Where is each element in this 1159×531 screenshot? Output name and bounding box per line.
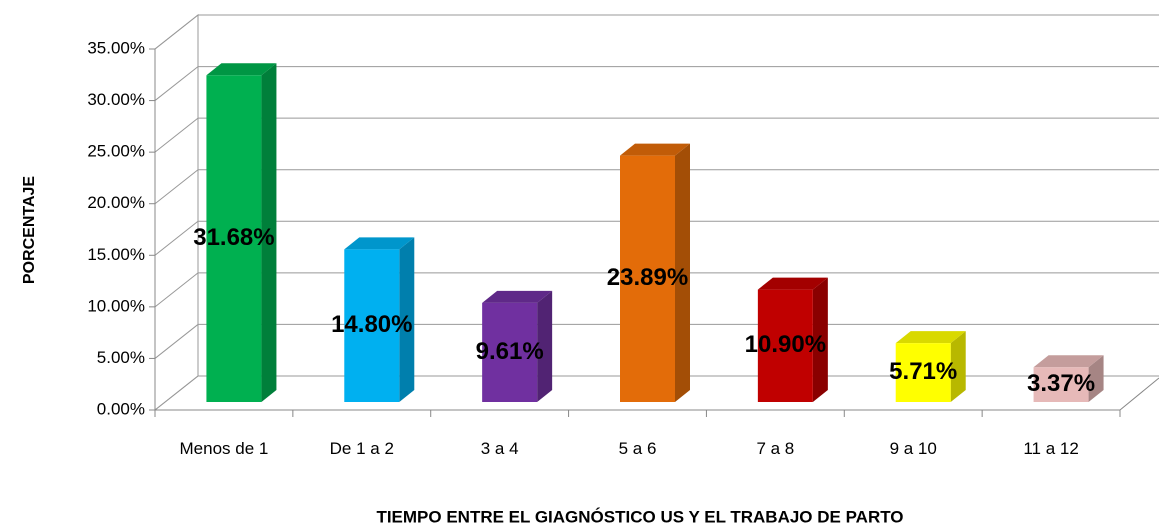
x-axis-title: TIEMPO ENTRE EL GIAGNÓSTICO US Y EL TRAB…	[376, 507, 903, 526]
bar	[757, 277, 828, 402]
y-tick-label: 20.00%	[87, 193, 145, 212]
y-tick-label: 0.00%	[97, 399, 145, 418]
bar	[482, 290, 553, 402]
bar-side	[261, 63, 277, 402]
bar-top	[482, 290, 553, 303]
y-tick-label: 25.00%	[87, 142, 145, 161]
y-tick-label: 15.00%	[87, 245, 145, 264]
x-tick-label: 7 a 8	[756, 439, 795, 458]
bar-top	[206, 63, 277, 76]
bar-side	[399, 237, 415, 402]
bar-front	[895, 343, 951, 402]
bar	[344, 237, 415, 402]
bar-front	[344, 249, 400, 402]
side-wall	[154, 13, 199, 412]
data-label: 10.90%	[745, 331, 826, 358]
bar-side	[812, 277, 828, 402]
data-label: 14.80%	[331, 311, 412, 338]
y-tick-label: 35.00%	[87, 38, 145, 57]
grid-line	[154, 117, 1159, 153]
bar-side	[537, 290, 553, 402]
bar-top	[1033, 355, 1104, 368]
x-tick-label: 5 a 6	[618, 439, 657, 458]
y-tick-label: 5.00%	[97, 348, 145, 367]
data-label: 3.37%	[1027, 370, 1095, 397]
grid-line	[154, 66, 1159, 101]
data-label: 9.61%	[476, 338, 544, 365]
data-label: 5.71%	[889, 358, 957, 385]
bar-side	[1088, 355, 1104, 402]
grid-line	[154, 14, 1159, 50]
grid-line	[154, 375, 1159, 411]
data-label: 31.68%	[193, 224, 274, 251]
bar	[895, 331, 966, 402]
grid-line	[154, 220, 1159, 256]
grid-line	[154, 272, 1159, 308]
y-tick-label: 10.00%	[87, 296, 145, 315]
bar-top	[895, 331, 966, 344]
bar-side	[950, 331, 966, 402]
x-tick-label: 3 a 4	[480, 439, 519, 458]
grid-line	[154, 323, 1159, 359]
bar-front	[757, 289, 813, 402]
bar-front	[482, 302, 538, 402]
y-tick-label: 30.00%	[87, 90, 145, 109]
x-tick-label: 11 a 12	[1023, 439, 1079, 458]
bar-top	[757, 277, 828, 290]
bar-side	[675, 143, 690, 402]
bar-top	[344, 237, 415, 250]
bar-front	[1033, 367, 1089, 402]
x-tick-label: 9 a 10	[889, 439, 937, 458]
data-label: 23.89%	[607, 264, 688, 291]
bar-front	[206, 75, 262, 402]
bar	[1033, 355, 1104, 402]
grid-line	[154, 169, 1159, 205]
bar-top	[620, 143, 690, 156]
bar-front	[620, 155, 675, 402]
bar	[206, 63, 277, 402]
bar	[620, 143, 690, 402]
x-tick-label: De 1 a 2	[329, 439, 394, 458]
y-axis-title: PORCENTAJE	[21, 176, 38, 284]
x-tick-label: Menos de 1	[179, 439, 269, 458]
